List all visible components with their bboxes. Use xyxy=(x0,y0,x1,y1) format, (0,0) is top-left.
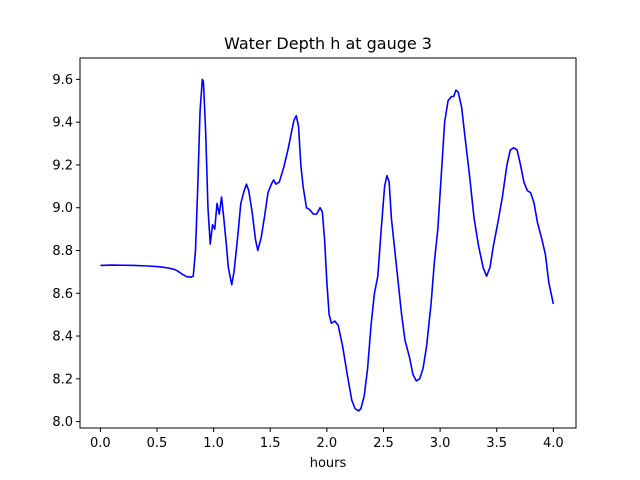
y-tick-label: 8.8 xyxy=(52,244,73,259)
y-tick-label: 9.2 xyxy=(52,158,73,173)
y-tick-label: 9.6 xyxy=(52,73,73,88)
y-tick-label: 8.4 xyxy=(52,330,73,345)
series-line-0 xyxy=(100,78,555,412)
x-tick-label: 0.5 xyxy=(147,436,168,451)
x-tick-label: 0.0 xyxy=(90,436,111,451)
axes-frame xyxy=(79,57,577,429)
x-tick-label: 2.0 xyxy=(317,436,338,451)
y-tick-label: 8.2 xyxy=(52,372,73,387)
x-tick-label: 3.0 xyxy=(430,436,451,451)
plot-area: 0.0 0.5 1.0 1.5 2.0 2.5 3.0 3.5 4.0 8.0 8.2 8.4 8.6 8… xyxy=(52,57,577,451)
y-tick-label: 8.6 xyxy=(52,287,73,302)
chart-title: Water Depth h at gauge 3 xyxy=(224,34,432,53)
x-tick-label: 4.0 xyxy=(543,436,564,451)
x-axis-label: hours xyxy=(310,456,347,471)
y-tick-label: 8.0 xyxy=(52,415,73,430)
x-tick-label: 1.5 xyxy=(260,436,281,451)
y-tick-label: 9.4 xyxy=(52,116,73,131)
x-tick-label: 3.5 xyxy=(486,436,507,451)
x-tick-label: 2.5 xyxy=(373,436,394,451)
y-tick-label: 9.0 xyxy=(52,201,73,216)
x-tick-label: 1.0 xyxy=(203,436,224,451)
